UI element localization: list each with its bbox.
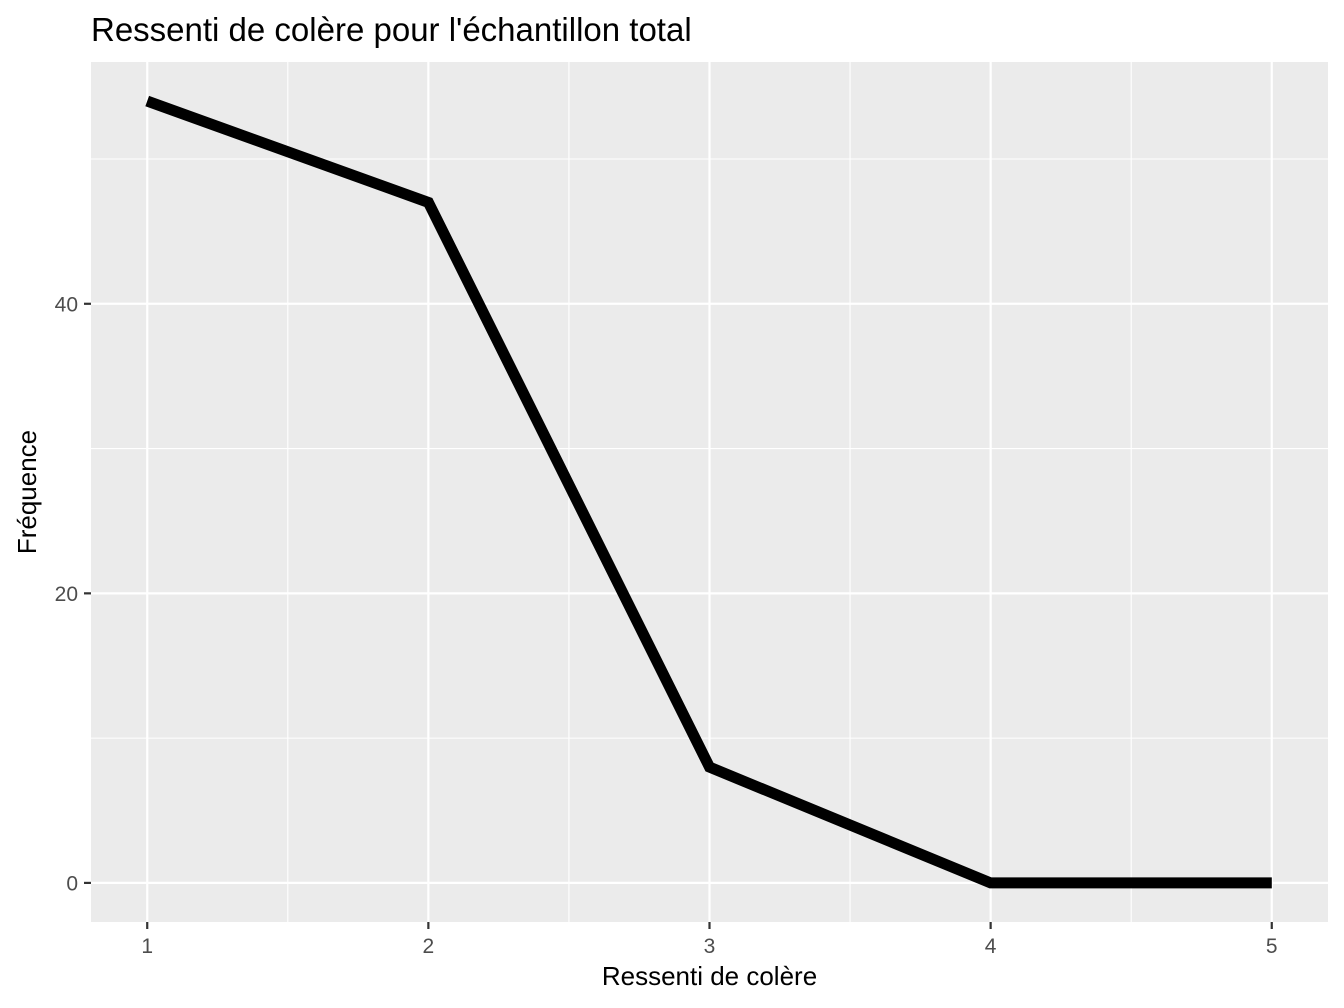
x-axis: 1 2 3 4 5 xyxy=(141,922,1278,958)
y-tick-label: 40 xyxy=(55,293,78,316)
x-tick-label: 5 xyxy=(1266,935,1278,958)
x-tick-label: 3 xyxy=(704,935,716,958)
series-layer xyxy=(145,95,1272,889)
series-line-0 xyxy=(145,95,1272,889)
y-axis: 0 20 40 xyxy=(55,293,91,895)
x-axis-title: Ressenti de colère xyxy=(602,961,817,991)
y-tick-label: 0 xyxy=(66,872,78,895)
y-tick-label: 20 xyxy=(55,583,78,606)
chart-title: Ressenti de colère pour l'échantillon to… xyxy=(91,11,692,48)
x-tick-label: 2 xyxy=(423,935,435,958)
x-tick-label: 4 xyxy=(985,935,997,958)
x-tick-label: 1 xyxy=(141,935,153,958)
y-axis-title: Fréquence xyxy=(12,430,42,554)
